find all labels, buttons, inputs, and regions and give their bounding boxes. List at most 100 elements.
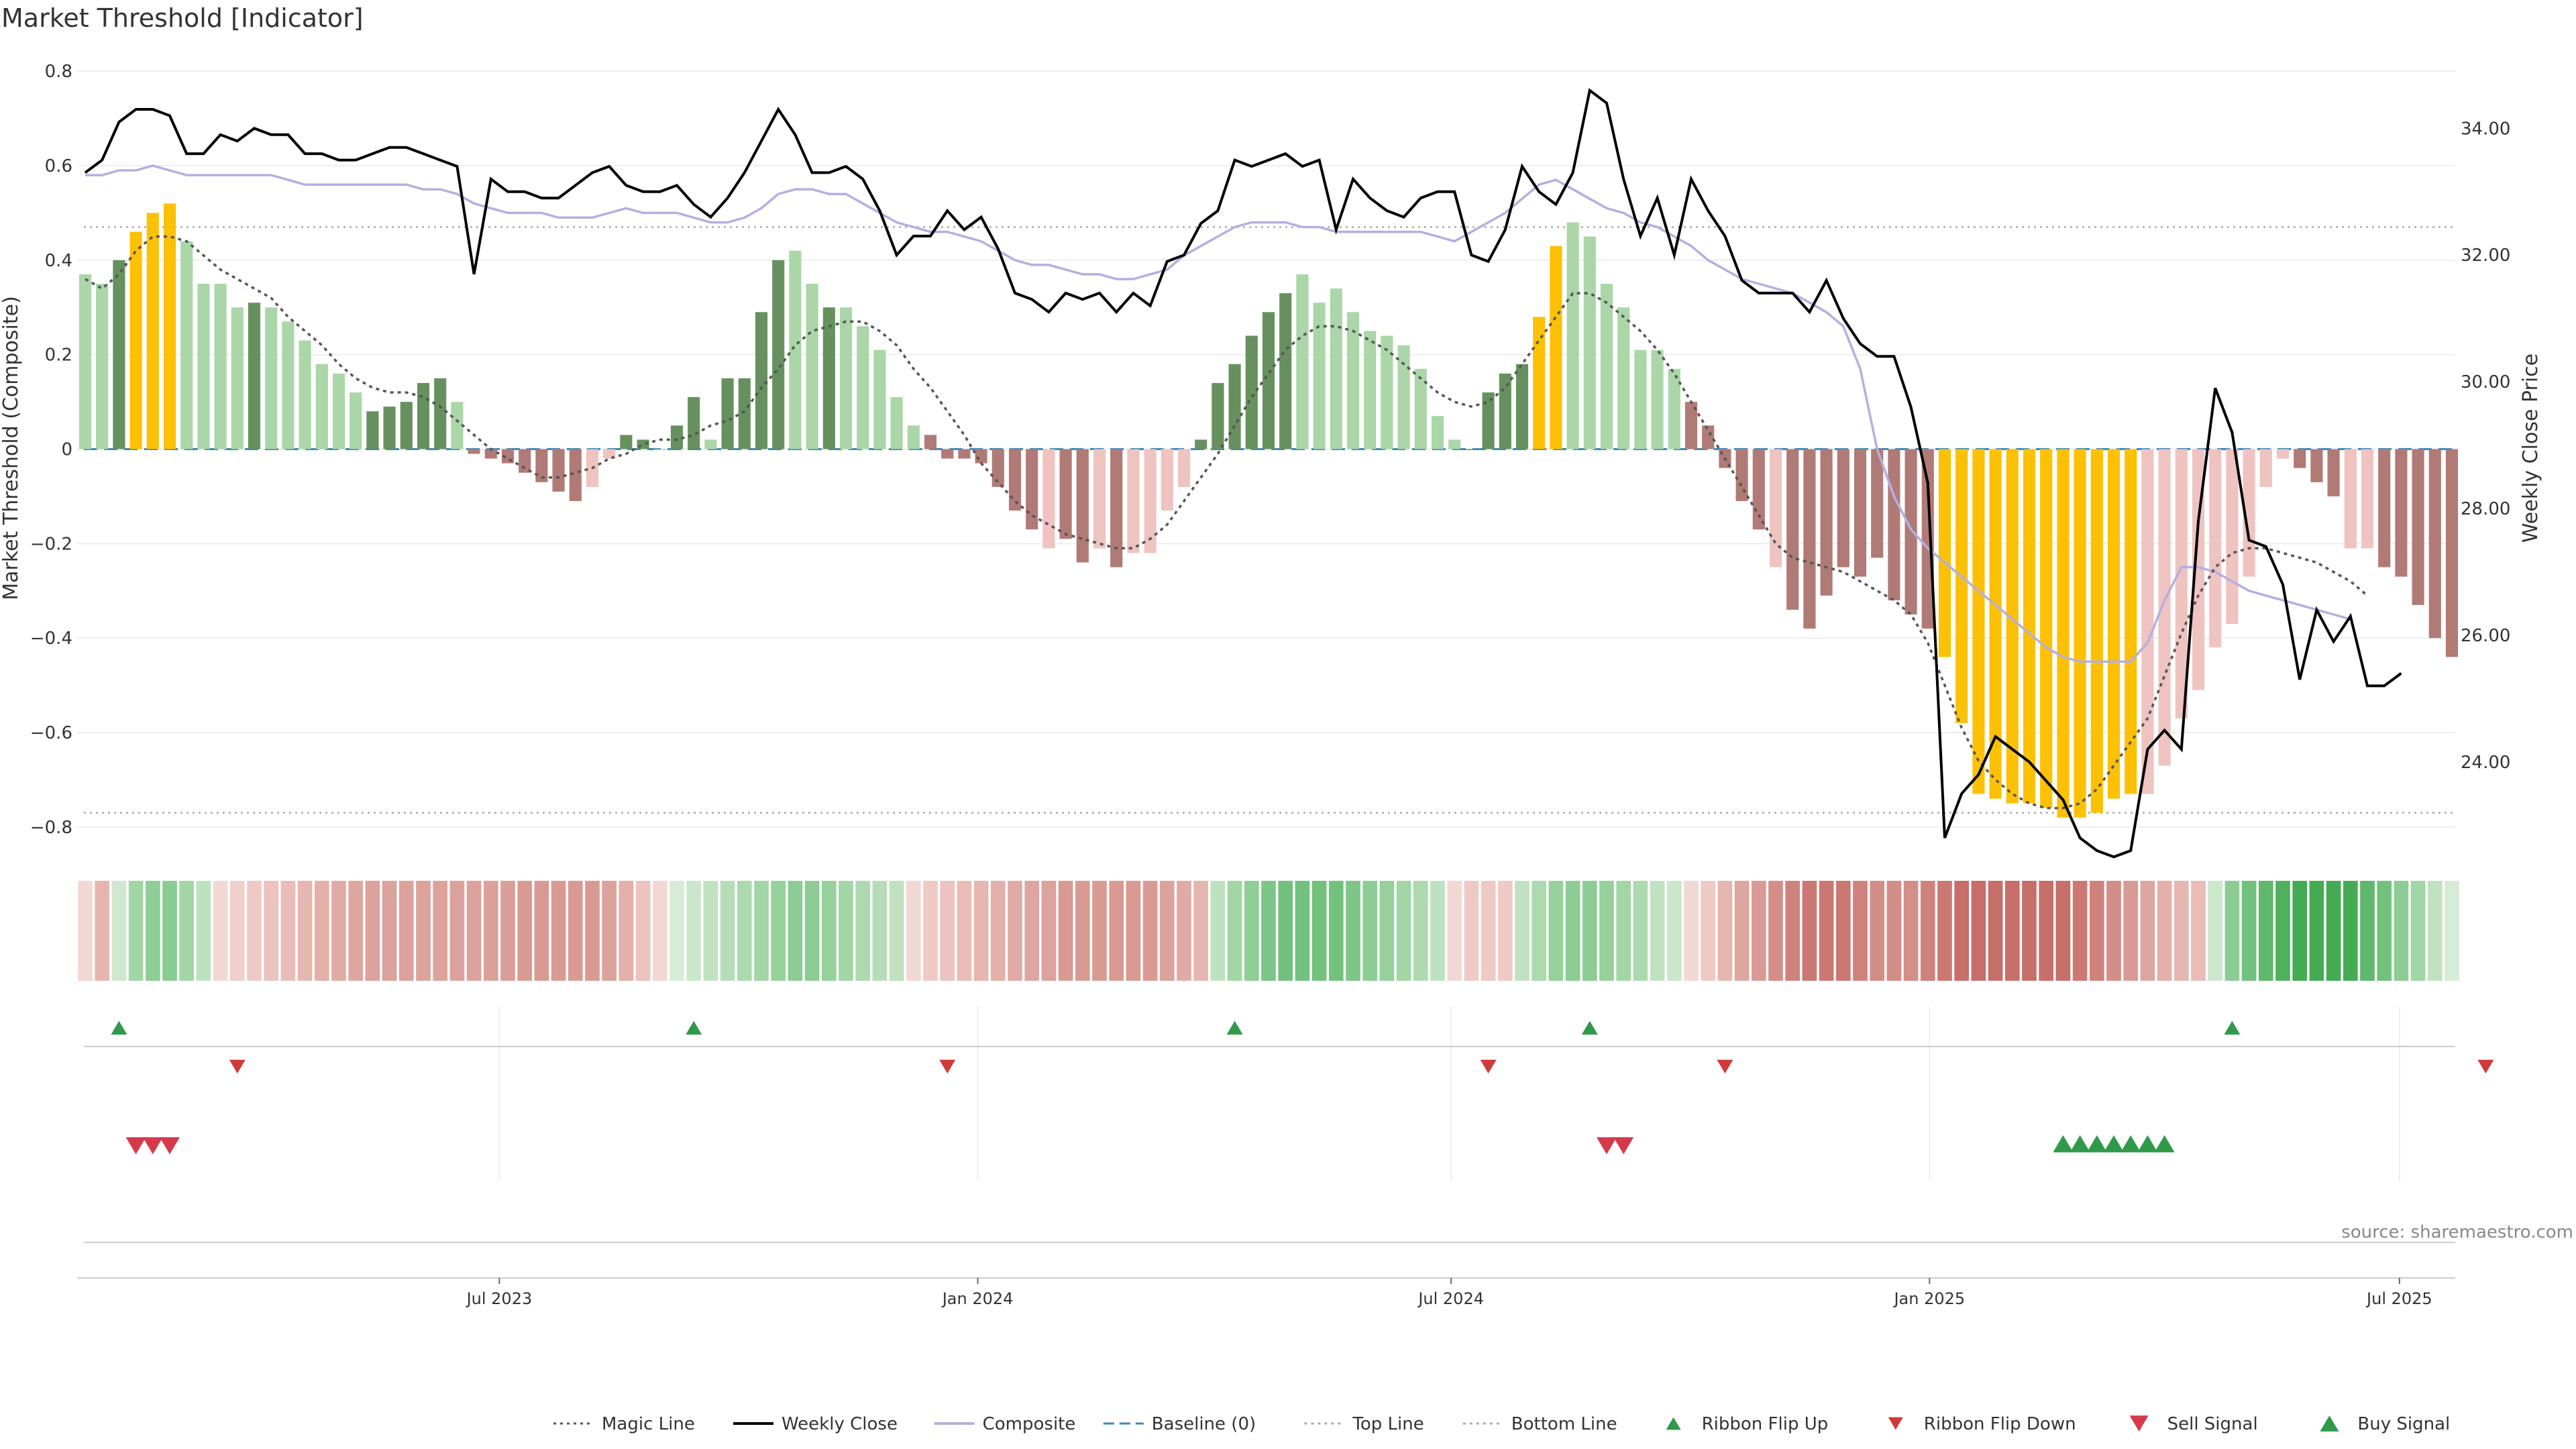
- composite-bar: [2276, 449, 2290, 459]
- legend-swatch: [1888, 1417, 1903, 1430]
- ribbon-cell: [1886, 881, 1902, 981]
- ribbon-cell: [1971, 881, 1986, 981]
- x-tick-label: Jan 2024: [941, 1289, 1014, 1308]
- composite-bar: [1515, 364, 1529, 449]
- ribbon-cell: [1920, 881, 1935, 981]
- composite-bar: [569, 449, 582, 501]
- ribbon-flip-down-marker: [939, 1059, 956, 1074]
- composite-bar: [214, 284, 227, 449]
- ribbon-cell: [839, 881, 853, 981]
- ribbon-cell: [382, 881, 397, 981]
- composite-bar: [1414, 368, 1427, 449]
- buy-signal-marker: [2104, 1135, 2124, 1152]
- ribbon-cell: [2292, 881, 2308, 981]
- ribbon-cell: [78, 881, 93, 981]
- composite-bar: [1651, 350, 1664, 449]
- composite-bar: [552, 449, 565, 492]
- composite-bar: [2378, 449, 2391, 568]
- composite-bar: [1262, 312, 1275, 449]
- ribbon-cell: [551, 881, 566, 981]
- ribbon-cell: [466, 881, 482, 981]
- composite-bar: [2107, 449, 2121, 799]
- ribbon-cell: [500, 881, 515, 981]
- ribbon-cell: [95, 881, 110, 981]
- ribbon-cell: [196, 881, 211, 981]
- ribbon-cell: [602, 881, 617, 981]
- ribbon-cell: [264, 881, 279, 981]
- composite-bar: [1127, 449, 1140, 553]
- composite-bar: [1668, 368, 1680, 449]
- ribbon-cell: [1582, 881, 1597, 981]
- ribbon-cell: [2427, 881, 2443, 981]
- ribbon-cell: [1802, 881, 1817, 981]
- composite-bar: [1397, 345, 1410, 449]
- composite-bar: [282, 321, 294, 449]
- x-tick-label: Jan 2025: [1892, 1289, 1965, 1308]
- composite-bar: [1583, 236, 1596, 449]
- ribbon-cell: [754, 881, 769, 981]
- ribbon-cell: [703, 881, 718, 981]
- composite-bar: [2209, 449, 2222, 648]
- composite-bar: [1026, 449, 1038, 530]
- composite-bar: [1803, 449, 1816, 629]
- composite-bar: [2158, 449, 2171, 766]
- ribbon-cell: [348, 881, 364, 981]
- ribbon-flip-up-marker: [1226, 1020, 1243, 1035]
- buy-signal-marker: [2121, 1135, 2141, 1152]
- legend-item: Sell Signal: [2129, 1414, 2258, 1434]
- composite-bar: [2006, 449, 2019, 804]
- ribbon-cell: [2140, 881, 2155, 981]
- ribbon-cell: [720, 881, 735, 981]
- y-tick-label: −0.4: [30, 629, 72, 649]
- composite-bar: [1735, 449, 1748, 501]
- ribbon-cell: [297, 881, 313, 981]
- ribbon-cell: [855, 881, 871, 981]
- composite-bar: [1195, 439, 1208, 449]
- legend-item: Magic Line: [553, 1414, 695, 1434]
- buy-signal-marker: [2086, 1135, 2107, 1152]
- ribbon-cell: [973, 881, 989, 981]
- ribbon-cell: [1193, 881, 1209, 981]
- composite-bar: [1212, 382, 1224, 449]
- composite-bar: [1245, 335, 1258, 449]
- ribbon-cell: [1041, 881, 1057, 981]
- composite-bar: [1346, 312, 1360, 449]
- y-tick-label: 0.2: [45, 345, 72, 366]
- composite-bar: [163, 203, 176, 449]
- ribbon-flip-down-marker: [1717, 1059, 1733, 1074]
- composite-bar: [991, 449, 1004, 487]
- ribbon-cell: [128, 881, 144, 981]
- composite-bar: [417, 382, 430, 449]
- composite-bar: [519, 449, 531, 473]
- composite-bar: [2074, 449, 2086, 818]
- ribbon-cell: [2072, 881, 2088, 981]
- composite-bar: [1296, 274, 1309, 449]
- ribbon-cell: [1311, 881, 1327, 981]
- composite-bar: [772, 260, 785, 449]
- ribbon-cell: [1650, 881, 1665, 981]
- composite-bar: [1550, 246, 1562, 449]
- ribbon-cell: [2123, 881, 2139, 981]
- ribbon-cell: [804, 881, 820, 981]
- ribbon-cell: [635, 881, 651, 981]
- sell-signal-marker: [142, 1137, 163, 1155]
- ribbon-cell: [2377, 881, 2392, 981]
- y2-axis-label: Weekly Close Price: [2519, 354, 2542, 543]
- y-tick-label: −0.6: [30, 723, 72, 743]
- composite-bar: [1008, 449, 1022, 511]
- composite-bar: [78, 274, 92, 449]
- composite-bar: [789, 250, 802, 449]
- composite-bar: [806, 284, 818, 449]
- composite-bar: [2294, 449, 2306, 468]
- ribbon-cell: [686, 881, 702, 981]
- composite-bar: [468, 449, 480, 454]
- ribbon-cell: [821, 881, 837, 981]
- composite-bar: [1854, 449, 1867, 577]
- composite-bar: [1989, 449, 2002, 799]
- composite-bar: [1279, 293, 1292, 449]
- ribbon-cell: [1565, 881, 1580, 981]
- composite-bar: [1871, 449, 1884, 558]
- composite-bar: [180, 241, 193, 449]
- composite-bar: [670, 425, 684, 449]
- composite-bar: [1330, 288, 1342, 449]
